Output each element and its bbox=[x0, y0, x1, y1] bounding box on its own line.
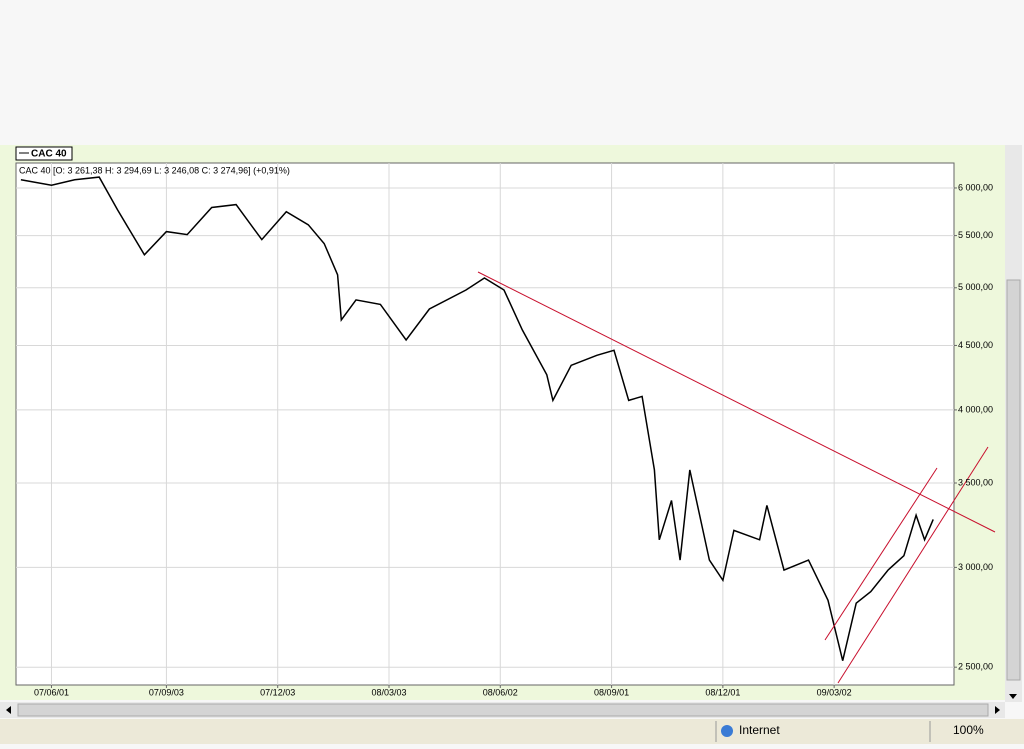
x-tick-label: 07/12/03 bbox=[260, 687, 295, 697]
x-tick-label: 08/06/02 bbox=[483, 687, 518, 697]
x-tick-label: 08/09/01 bbox=[594, 687, 629, 697]
y-tick-label: 5 000,00 bbox=[958, 282, 993, 292]
globe-icon bbox=[721, 725, 733, 737]
scroll-right-arrow[interactable] bbox=[995, 706, 1000, 714]
y-tick-label: 2 500,00 bbox=[958, 662, 993, 672]
legend-box bbox=[15, 146, 73, 161]
status-bar: Internet 100% bbox=[0, 719, 1024, 744]
trend-line bbox=[477, 271, 996, 533]
status-background bbox=[0, 719, 1024, 744]
y-tick-label: 6 000,00 bbox=[958, 182, 993, 192]
v-scroll-thumb[interactable] bbox=[1006, 279, 1021, 681]
y-tick-label: 3 000,00 bbox=[958, 562, 993, 572]
x-tick-label: 08/03/03 bbox=[371, 687, 406, 697]
y-tick-label: 5 500,00 bbox=[958, 230, 993, 240]
zone-text: Internet bbox=[739, 723, 780, 737]
scroll-left-arrow[interactable] bbox=[6, 706, 11, 714]
y-tick-label: 4 000,00 bbox=[958, 404, 993, 414]
y-tick-label: 4 500,00 bbox=[958, 340, 993, 350]
channel-line bbox=[824, 467, 938, 641]
legend-label: CAC 40 bbox=[31, 149, 67, 160]
x-tick-label: 07/09/03 bbox=[149, 687, 184, 697]
h-scroll-thumb[interactable] bbox=[17, 703, 989, 717]
y-tick-label: 3 500,00 bbox=[958, 477, 993, 487]
toolbar-area bbox=[0, 0, 1024, 145]
channel-line bbox=[837, 446, 989, 684]
price-header: CAC 40 [O: 3 261,38 H: 3 294,69 L: 3 246… bbox=[19, 165, 290, 175]
x-tick-label: 09/03/02 bbox=[817, 687, 852, 697]
price-line bbox=[20, 176, 934, 661]
x-tick-label: 07/06/01 bbox=[34, 687, 69, 697]
scroll-down-arrow[interactable] bbox=[1009, 694, 1017, 699]
zoom-text[interactable]: 100% bbox=[953, 723, 984, 737]
plot-area bbox=[15, 162, 955, 686]
x-tick-label: 08/12/01 bbox=[705, 687, 740, 697]
